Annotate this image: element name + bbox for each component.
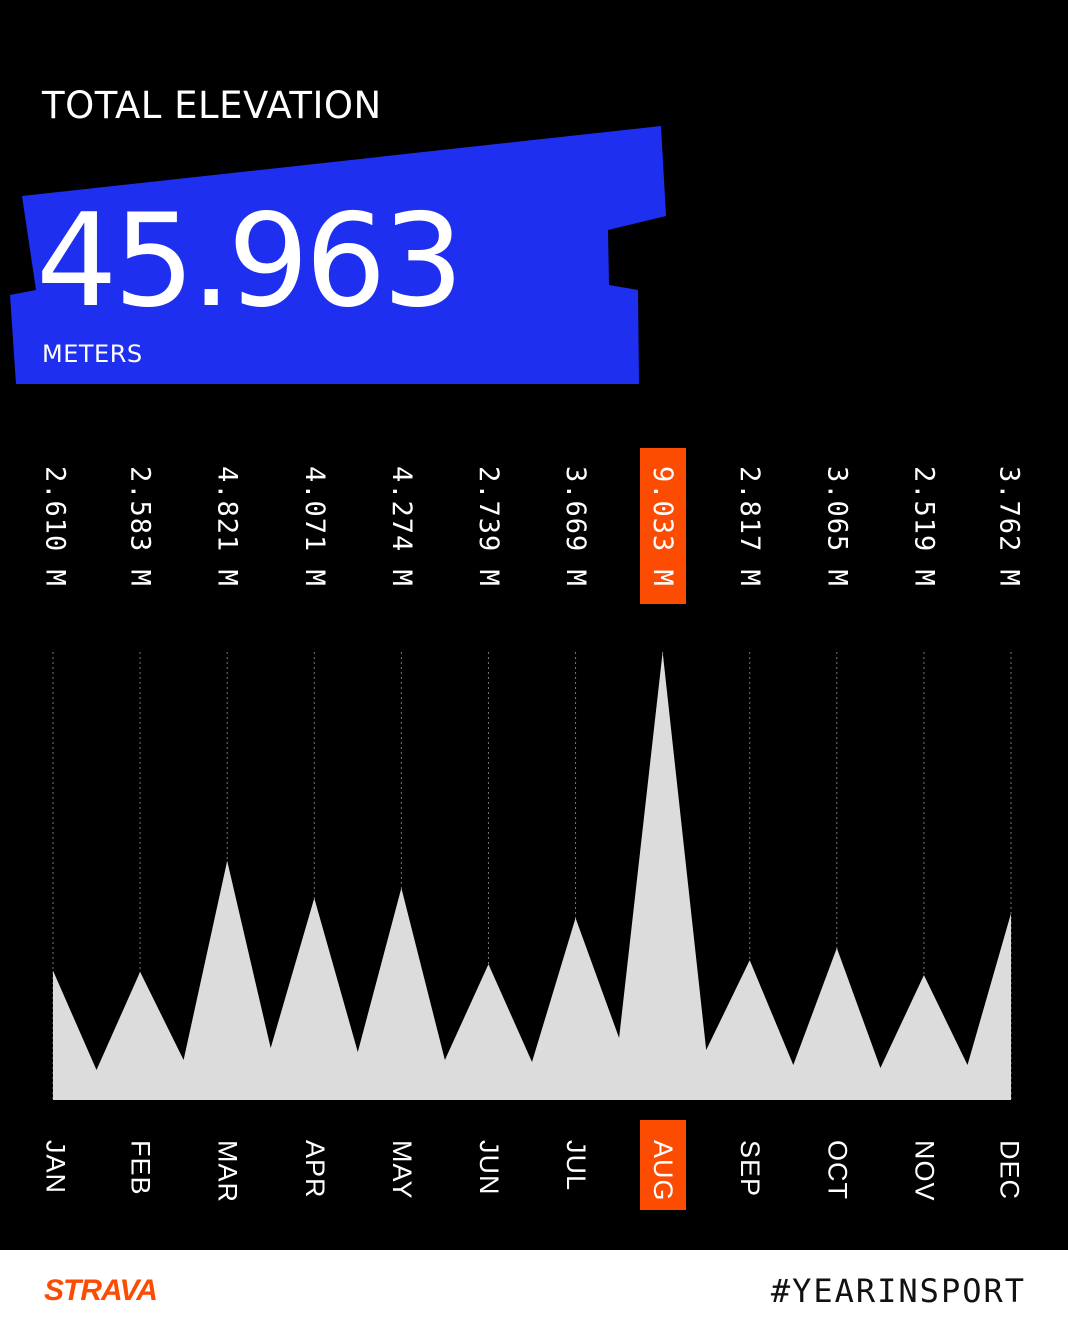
month-label-mar: MAR bbox=[204, 1120, 250, 1210]
month-label-jan: JAN bbox=[32, 1120, 78, 1210]
month-label-jul: JUL bbox=[553, 1120, 599, 1210]
value-label-text: 4.274 M bbox=[385, 466, 417, 587]
month-label-text: APR bbox=[299, 1140, 330, 1199]
elevation-chart bbox=[52, 652, 1012, 1100]
month-label-apr: APR bbox=[291, 1120, 337, 1210]
footer: STRAVA #YEARINSPORT bbox=[0, 1250, 1068, 1335]
month-label-text: JUN bbox=[473, 1140, 504, 1196]
month-label-sep: SEP bbox=[727, 1120, 773, 1210]
value-label-jan: 2.610 M bbox=[32, 448, 78, 604]
value-label-text: 3.065 M bbox=[821, 466, 853, 587]
value-label-text: 3.762 M bbox=[993, 466, 1025, 587]
month-label-may: MAY bbox=[378, 1120, 424, 1210]
month-label-text: FEB bbox=[125, 1140, 156, 1196]
value-label-dec: 3.762 M bbox=[986, 448, 1032, 604]
value-label-may: 4.274 M bbox=[378, 448, 424, 604]
value-label-feb: 2.583 M bbox=[117, 448, 163, 604]
month-label-text: NOV bbox=[909, 1140, 940, 1202]
value-label-text: 2.610 M bbox=[39, 466, 71, 587]
value-label-jul: 3.669 M bbox=[553, 448, 599, 604]
month-label-feb: FEB bbox=[117, 1120, 163, 1210]
value-label-text: 9.033 M bbox=[647, 466, 679, 587]
value-label-aug: 9.033 M bbox=[639, 448, 686, 604]
month-label-text: JAN bbox=[40, 1140, 71, 1195]
value-label-text: 2.519 M bbox=[908, 466, 940, 587]
month-label-text: MAR bbox=[212, 1140, 243, 1203]
page-title: TOTAL ELEVATION bbox=[42, 84, 382, 127]
month-label-oct: OCT bbox=[814, 1120, 860, 1210]
total-elevation-value: 45.963 bbox=[36, 187, 464, 336]
elevation-area bbox=[53, 652, 1011, 1100]
value-label-nov: 2.519 M bbox=[901, 448, 947, 604]
value-label-apr: 4.071 M bbox=[291, 448, 337, 604]
value-label-text: 2.739 M bbox=[472, 466, 504, 587]
month-label-text: MAY bbox=[386, 1140, 417, 1200]
value-label-jun: 2.739 M bbox=[465, 448, 511, 604]
value-label-text: 2.817 M bbox=[734, 466, 766, 587]
value-label-text: 4.071 M bbox=[298, 466, 330, 587]
month-label-text: AUG bbox=[648, 1140, 679, 1202]
month-label-jun: JUN bbox=[465, 1120, 511, 1210]
value-label-text: 4.821 M bbox=[211, 466, 243, 587]
value-label-text: 2.583 M bbox=[124, 466, 156, 587]
month-label-nov: NOV bbox=[901, 1120, 947, 1210]
month-label-text: OCT bbox=[822, 1140, 853, 1200]
value-label-oct: 3.065 M bbox=[814, 448, 860, 604]
value-label-mar: 4.821 M bbox=[204, 448, 250, 604]
total-elevation-unit: METERS bbox=[42, 340, 143, 368]
value-label-sep: 2.817 M bbox=[727, 448, 773, 604]
month-label-text: JUL bbox=[561, 1140, 592, 1192]
month-label-text: SEP bbox=[735, 1140, 766, 1198]
month-label-text: DEC bbox=[994, 1140, 1025, 1201]
strava-logo: STRAVA bbox=[44, 1274, 158, 1307]
value-label-text: 3.669 M bbox=[560, 466, 592, 587]
hashtag: #YEARINSPORT bbox=[770, 1272, 1026, 1310]
month-label-dec: DEC bbox=[986, 1120, 1032, 1210]
month-label-aug: AUG bbox=[639, 1120, 686, 1210]
